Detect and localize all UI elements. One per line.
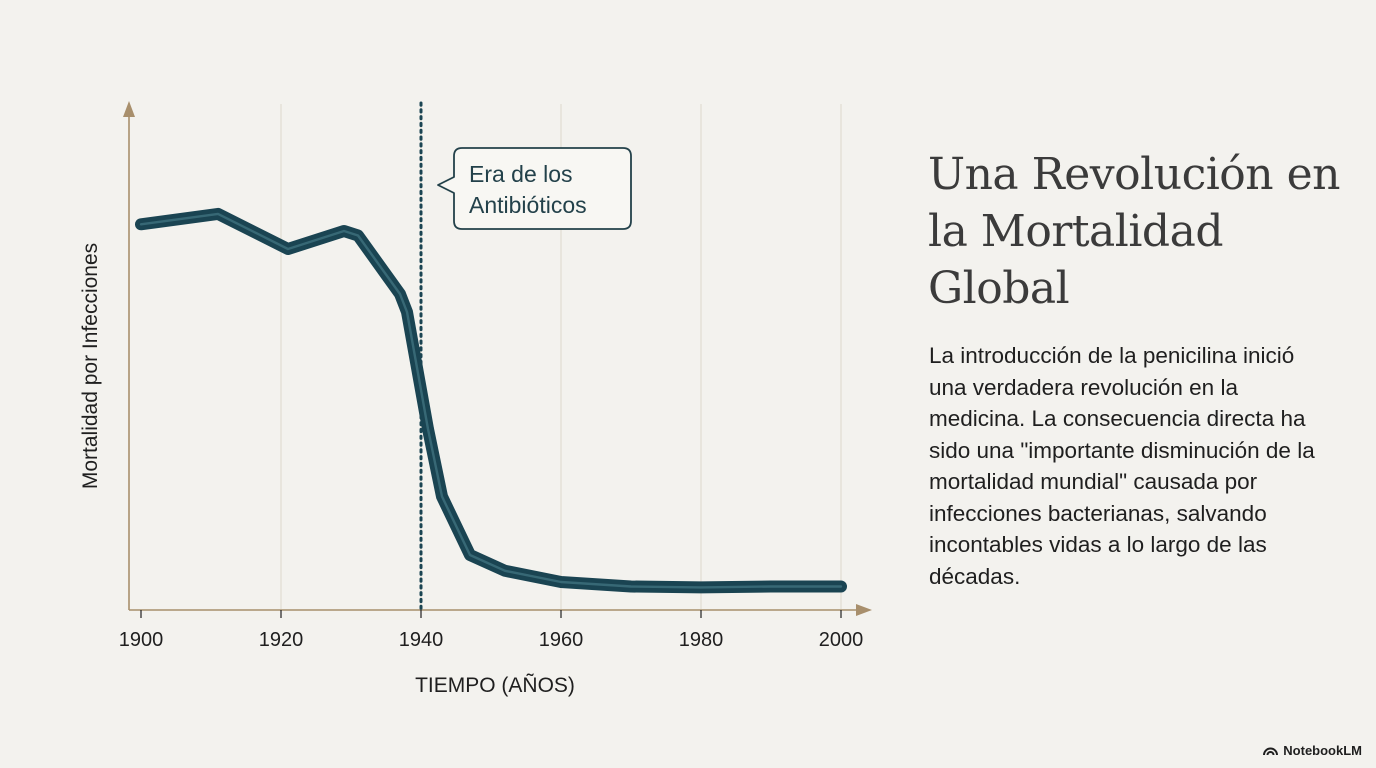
x-axis-title: TIEMPO (AÑOS) [415, 673, 575, 697]
x-tick-label-1980: 1980 [679, 629, 724, 651]
callout: Era de los Antibióticos [437, 147, 632, 230]
panel-title: Una Revolución en la Mortalidad Global [928, 149, 1340, 314]
x-axis-arrow [856, 604, 872, 616]
notebooklm-branding: NotebookLM [1263, 743, 1362, 758]
x-tick-label-2000: 2000 [819, 629, 864, 651]
x-tick-label-1940: 1940 [399, 629, 444, 651]
brand-label: NotebookLM [1283, 743, 1362, 758]
callout-label-line-1: Era de los [469, 161, 573, 187]
mortality-line-chart: 1900 1920 1940 1960 1980 2000 Era de los Antib… [79, 101, 872, 697]
callout-label-line-2: Antibióticos [469, 192, 587, 218]
notebooklm-logo-icon [1263, 747, 1279, 756]
axes [123, 101, 872, 618]
x-tick-label-1920: 1920 [259, 629, 304, 651]
series-line-highlight-0 [139, 212, 843, 589]
callout-box [437, 147, 632, 230]
x-tick-label-1900: 1900 [119, 629, 164, 651]
panel-body: La introducción de la penicilina inició … [929, 343, 1315, 589]
series-line-outer-0 [135, 207, 847, 594]
x-tick-labels: 1900 1920 1940 1960 1980 2000 [119, 629, 864, 651]
y-axis-arrow [123, 101, 135, 117]
y-axis-title: Mortalidad por Infecciones [79, 243, 102, 489]
series-layer [135, 207, 847, 594]
x-tick-label-1960: 1960 [539, 629, 584, 651]
